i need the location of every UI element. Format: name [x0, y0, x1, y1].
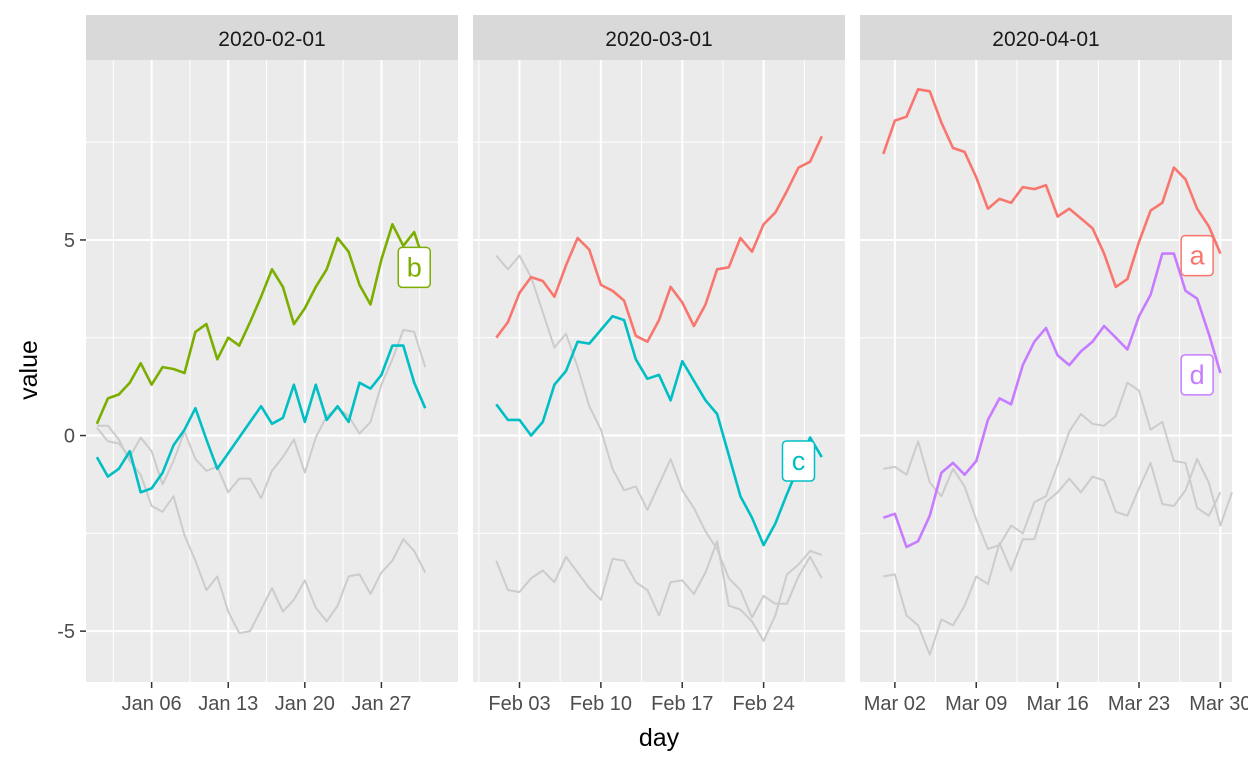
series-label-b: b: [397, 246, 431, 289]
x-tick-label: Jan 20: [275, 693, 335, 715]
x-axis-title: day: [639, 724, 680, 752]
y-axis: -5 0 5: [57, 230, 86, 643]
panel-1: 2020-02-01 b Jan 06 Jan 13 Jan 20 Jan 27: [86, 15, 458, 715]
series-label-c: c: [781, 440, 816, 482]
y-tick-label: -5: [57, 621, 75, 643]
series-line-a: [495, 135, 823, 343]
series-label-text: a: [1190, 241, 1206, 271]
series-label-d: d: [1180, 354, 1214, 396]
y-tick-label: 5: [64, 230, 75, 252]
x-tick-label: Mar 16: [1027, 693, 1089, 715]
series-label-box: [781, 440, 816, 482]
panel-3: 2020-04-01 a d Mar 02 Mar 09 Mar 16 Mar 23 Mar …: [860, 15, 1248, 715]
panel-background: [86, 60, 458, 682]
background-series-line: [883, 381, 1222, 550]
x-tick-label: Feb 17: [651, 693, 713, 715]
x-tick-label: Mar 02: [864, 693, 926, 715]
facet-title: 2020-03-01: [605, 28, 712, 51]
series-label-box: [1180, 234, 1214, 277]
x-tick-label: Jan 13: [198, 693, 258, 715]
panel-background: [473, 60, 845, 682]
background-series-line: [495, 540, 823, 642]
x-tick-label: Mar 09: [945, 693, 1007, 715]
series-label-box: [1180, 354, 1214, 396]
series-line-b: [95, 223, 427, 425]
x-tick-label: Mar 23: [1108, 693, 1170, 715]
series-line-c: [95, 344, 427, 494]
background-series-line: [495, 254, 823, 619]
x-tick-label: Feb 24: [732, 693, 794, 715]
x-tick-label: Jan 06: [122, 693, 182, 715]
x-tick-label: Mar 30: [1189, 693, 1248, 715]
series-label-text: b: [407, 252, 422, 282]
series-label-box: [397, 246, 431, 289]
x-tick-label: Feb 03: [488, 693, 550, 715]
series-line-c: [495, 314, 823, 547]
facet-title: 2020-04-01: [992, 28, 1099, 51]
panel-background: [860, 60, 1232, 682]
background-series-line: [883, 458, 1233, 656]
background-series-line: [96, 328, 427, 500]
facet-strip: [860, 15, 1232, 60]
facet-strip: [473, 15, 845, 60]
facet-title: 2020-02-01: [218, 28, 325, 51]
x-tick-label: Feb 10: [570, 693, 632, 715]
x-tick-label: Jan 27: [351, 693, 411, 715]
series-label-text: c: [792, 446, 806, 476]
series-line-d: [882, 252, 1222, 549]
series-label-a: a: [1180, 234, 1214, 277]
y-tick-label: 0: [64, 426, 75, 448]
y-axis-title: value: [15, 340, 43, 400]
panel-2: 2020-03-01 c Feb 03 Feb 10 Feb 17 Feb 24: [473, 15, 845, 715]
series-label-text: d: [1190, 360, 1205, 390]
series-line-a: [882, 88, 1222, 289]
background-series-line: [96, 424, 427, 635]
facet-strip: [86, 15, 458, 60]
